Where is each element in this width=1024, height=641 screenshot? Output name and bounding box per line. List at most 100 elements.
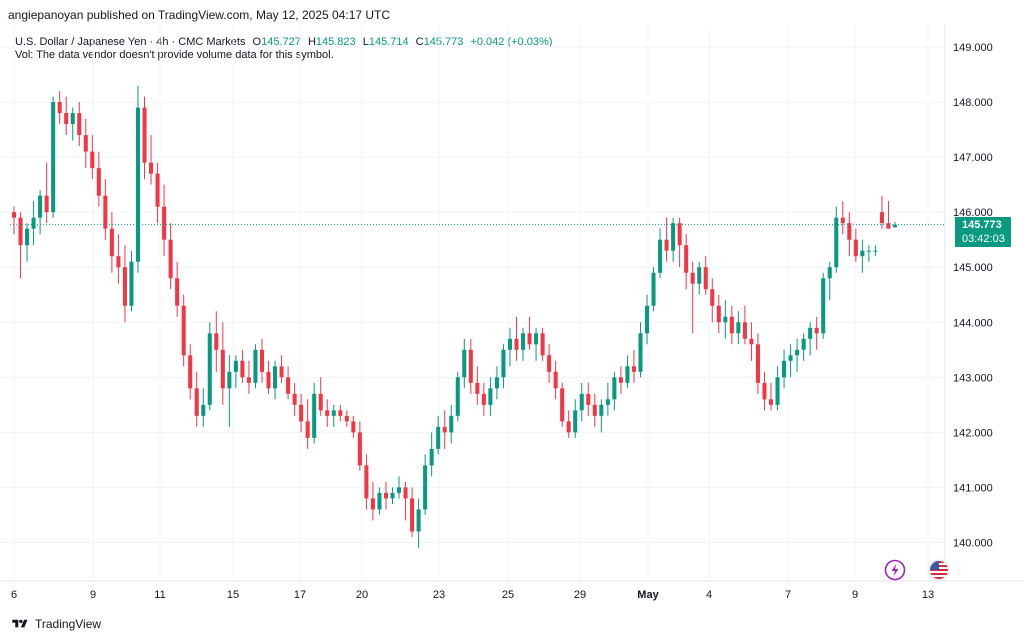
candle-body bbox=[135, 107, 141, 262]
candle-body bbox=[808, 327, 813, 339]
chart-grid bbox=[0, 25, 945, 581]
candle bbox=[318, 377, 323, 416]
candle bbox=[96, 151, 101, 207]
candle bbox=[821, 272, 826, 339]
candle bbox=[233, 355, 238, 389]
candle-body bbox=[664, 239, 669, 251]
candle-body bbox=[788, 355, 793, 361]
publisher-line: angiepanoyan published on TradingView.co… bbox=[8, 8, 391, 22]
price-tick-label: 144.000 bbox=[953, 317, 993, 329]
candle bbox=[455, 371, 460, 422]
candle-body bbox=[299, 404, 304, 422]
candle-body bbox=[762, 382, 767, 400]
candle-body bbox=[142, 107, 147, 163]
candle-body bbox=[534, 333, 539, 345]
time-tick-label: 6 bbox=[11, 589, 17, 601]
candle-body bbox=[573, 410, 578, 433]
time-tick-label: 11 bbox=[154, 589, 165, 601]
candle bbox=[109, 212, 114, 273]
candle bbox=[547, 344, 552, 383]
candle bbox=[344, 410, 349, 427]
candle bbox=[553, 360, 558, 400]
candle bbox=[449, 404, 454, 444]
price-tick-label: 149.000 bbox=[953, 42, 993, 54]
candle-body bbox=[259, 349, 265, 372]
us-flag-icon bbox=[928, 559, 950, 581]
candle bbox=[729, 305, 734, 345]
candle bbox=[168, 223, 173, 290]
candle-body bbox=[821, 278, 826, 334]
symbol-name[interactable]: U.S. Dollar / Japanese Yen · 4h · CMC Ma… bbox=[15, 36, 246, 48]
time-tick-label: 23 bbox=[433, 589, 445, 601]
candle-body bbox=[847, 223, 852, 240]
candle-body bbox=[351, 421, 356, 433]
candle bbox=[599, 399, 604, 433]
candle-body bbox=[540, 333, 545, 356]
candle bbox=[736, 311, 741, 345]
candle-body bbox=[684, 245, 689, 273]
candle bbox=[370, 481, 375, 521]
candle bbox=[286, 366, 291, 400]
candle-body bbox=[338, 410, 343, 416]
candle bbox=[834, 206, 839, 273]
candle bbox=[227, 355, 232, 427]
candlestick-series bbox=[11, 85, 898, 548]
candle bbox=[886, 201, 891, 229]
candle bbox=[775, 366, 780, 411]
time-tick-label: 13 bbox=[922, 589, 934, 601]
candle-body bbox=[860, 250, 865, 257]
footer-brand[interactable]: TradingView bbox=[10, 617, 101, 631]
candle bbox=[651, 267, 656, 312]
candle bbox=[44, 162, 49, 224]
candle bbox=[70, 107, 75, 141]
candle bbox=[11, 206, 17, 235]
candle-body bbox=[736, 322, 741, 334]
price-tick-label: 143.000 bbox=[953, 372, 993, 384]
close-value: 145.773 bbox=[423, 36, 464, 48]
candle bbox=[605, 382, 610, 416]
candle bbox=[690, 261, 695, 334]
candle bbox=[83, 118, 88, 169]
candle bbox=[658, 228, 663, 279]
candle-body bbox=[44, 195, 49, 213]
candle-body bbox=[214, 333, 219, 350]
candle bbox=[175, 261, 180, 317]
candle bbox=[768, 382, 774, 411]
candle-body bbox=[377, 492, 382, 510]
candle bbox=[423, 454, 428, 515]
candle bbox=[879, 195, 884, 229]
candle-body bbox=[90, 151, 95, 169]
candle bbox=[338, 404, 343, 422]
candle-body bbox=[175, 278, 180, 306]
candle bbox=[527, 316, 532, 350]
change-value: +0.042 (+0.03%) bbox=[470, 36, 553, 48]
candle-body bbox=[520, 333, 526, 350]
candle bbox=[475, 366, 480, 405]
candle bbox=[520, 327, 526, 361]
candle-body bbox=[840, 217, 845, 224]
candle bbox=[292, 382, 297, 416]
candle bbox=[240, 349, 245, 383]
candle-body bbox=[233, 360, 238, 372]
candle bbox=[755, 333, 760, 394]
candle bbox=[299, 393, 304, 433]
candle bbox=[351, 415, 356, 438]
candle bbox=[325, 399, 330, 427]
candle bbox=[64, 96, 69, 136]
candle-body bbox=[834, 217, 839, 268]
candle-body bbox=[879, 212, 884, 224]
candle-body bbox=[188, 355, 193, 389]
candle-body bbox=[827, 267, 832, 279]
candle bbox=[638, 322, 643, 378]
candle bbox=[710, 278, 715, 323]
candle bbox=[77, 102, 82, 147]
candle-body bbox=[116, 256, 121, 268]
candle-body bbox=[410, 498, 415, 532]
candle bbox=[57, 91, 62, 125]
price-tick-label: 142.000 bbox=[953, 427, 993, 439]
candle bbox=[135, 85, 141, 273]
time-tick-label: 15 bbox=[227, 589, 239, 601]
candle-body bbox=[671, 223, 676, 251]
time-tick-label: 25 bbox=[502, 589, 514, 601]
